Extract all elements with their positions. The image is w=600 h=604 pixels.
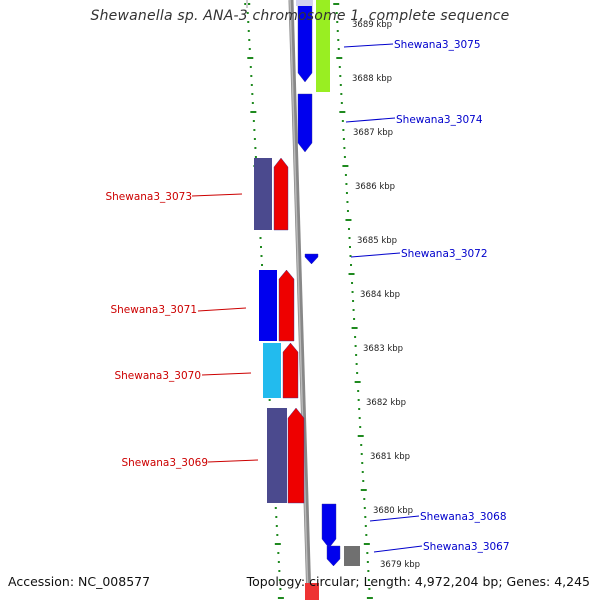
cog-block-purple	[267, 408, 287, 503]
gene-arrow	[297, 0, 313, 83]
gene-label-leader	[369, 515, 420, 522]
gene-arrow	[282, 342, 299, 399]
gene-arrow	[326, 545, 341, 567]
gene-label: Shewana3_3071	[110, 304, 197, 316]
backbone-line	[288, 0, 312, 601]
scale-label: 3681 kbp	[370, 452, 410, 462]
scale-label: 3687 kbp	[353, 128, 393, 138]
cog-block-green	[316, 0, 330, 92]
accession-text: Accession: NC_008577	[8, 574, 151, 589]
gene-label: Shewana3_3073	[105, 191, 192, 203]
gene-labels: Shewana3_3075 Shewana3_3074 Shewana3_3073 S…	[105, 39, 509, 553]
map-title: Shewanella sp. ANA-3 chromosome 1, compl…	[90, 8, 510, 24]
gene-label: Shewana3_3070	[114, 370, 201, 382]
backbone	[288, 0, 312, 601]
backbone-highlight	[289, 0, 309, 601]
gene-label: Shewana3_3069	[121, 457, 208, 469]
scale-label: 3682 kbp	[366, 398, 406, 408]
scale-labels: 3689 kbp 3688 kbp 3687 kbp 3686 kbp 3685 kbp…	[352, 20, 420, 570]
gene-label-leader	[343, 43, 394, 48]
gene-label: Shewana3_3067	[423, 541, 510, 553]
gene-arrow	[321, 503, 337, 549]
gene-label-leader	[207, 459, 259, 463]
gene-label-leader	[350, 252, 401, 258]
scale-label: 3683 kbp	[363, 344, 403, 354]
gene-label: Shewana3_3074	[396, 114, 483, 126]
gene-label-leader	[191, 193, 243, 197]
cog-features	[254, 0, 360, 600]
gene-label-leader	[201, 372, 252, 376]
gene-label-leader	[373, 545, 423, 553]
cog-block-blue	[259, 270, 277, 341]
cog-block-cyan	[263, 343, 281, 398]
scale-label: 3679 kbp	[380, 560, 420, 570]
scale-label: 3686 kbp	[355, 182, 395, 192]
gene-arrow	[273, 157, 289, 231]
gene-label: Shewana3_3068	[420, 511, 507, 523]
topology-text: Topology: circular; Length: 4,972,204 bp…	[246, 574, 590, 589]
cog-block-purple	[254, 158, 272, 230]
gene-features	[273, 0, 341, 567]
gene-arrow	[304, 253, 319, 265]
gene-label-leader	[345, 117, 396, 123]
scale-label: 3680 kbp	[373, 506, 413, 516]
gene-arrow	[297, 93, 313, 153]
gene-arrow	[278, 269, 295, 342]
scale-label: 3685 kbp	[357, 236, 397, 246]
scale-label: 3689 kbp	[352, 20, 392, 30]
cog-block-gray	[344, 546, 360, 566]
gene-label: Shewana3_3075	[394, 39, 481, 51]
scale-label: 3684 kbp	[360, 290, 400, 300]
scale-label: 3688 kbp	[352, 74, 392, 84]
cog-block-lavender	[296, 0, 312, 6]
gene-arrow	[287, 407, 305, 504]
gene-label: Shewana3_3072	[401, 248, 488, 260]
gene-arrow	[305, 583, 319, 600]
gene-label-leader	[197, 307, 247, 312]
